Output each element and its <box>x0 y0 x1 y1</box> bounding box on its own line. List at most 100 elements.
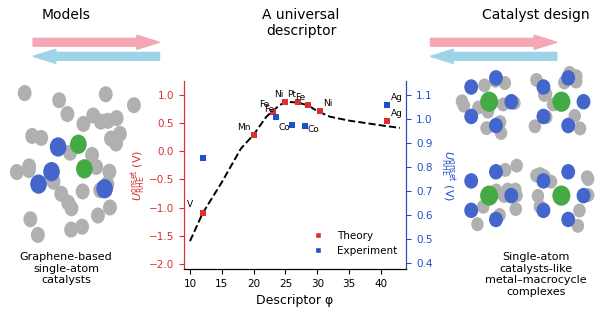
Circle shape <box>65 201 78 216</box>
Text: Fe: Fe <box>264 105 274 114</box>
Circle shape <box>64 145 76 160</box>
Circle shape <box>92 208 104 223</box>
Circle shape <box>31 175 46 193</box>
Circle shape <box>490 165 502 179</box>
Circle shape <box>537 80 550 94</box>
Circle shape <box>99 87 112 102</box>
Circle shape <box>571 75 582 88</box>
Circle shape <box>535 168 545 180</box>
Circle shape <box>481 122 492 134</box>
Circle shape <box>55 187 67 201</box>
Circle shape <box>500 164 510 176</box>
Circle shape <box>48 174 60 189</box>
Circle shape <box>110 136 122 151</box>
Text: Ni: Ni <box>324 99 333 108</box>
Circle shape <box>559 76 570 89</box>
Circle shape <box>494 209 505 221</box>
Circle shape <box>569 110 580 122</box>
Circle shape <box>505 95 518 109</box>
Text: Ag: Ag <box>391 109 402 118</box>
Circle shape <box>458 99 470 112</box>
Circle shape <box>87 108 99 123</box>
Circle shape <box>51 138 66 156</box>
Circle shape <box>564 67 575 79</box>
Circle shape <box>479 79 490 92</box>
Legend: Theory, Experiment: Theory, Experiment <box>303 227 401 260</box>
Circle shape <box>582 171 593 183</box>
Text: A universal
descriptor: A universal descriptor <box>262 8 340 38</box>
Circle shape <box>532 190 544 202</box>
Circle shape <box>24 212 37 227</box>
Circle shape <box>502 183 514 196</box>
Circle shape <box>110 111 123 126</box>
Circle shape <box>35 131 48 145</box>
Circle shape <box>77 117 90 131</box>
Circle shape <box>574 204 585 217</box>
Circle shape <box>32 228 44 242</box>
Text: Pt: Pt <box>287 90 296 99</box>
Circle shape <box>23 159 36 174</box>
Circle shape <box>76 184 89 199</box>
Circle shape <box>553 92 569 111</box>
Text: Fe: Fe <box>259 100 270 110</box>
Text: Single-atom
catalysts-like
metal–macrocycle
complexes: Single-atom catalysts-like metal–macrocy… <box>485 252 586 297</box>
Circle shape <box>541 111 552 123</box>
Circle shape <box>104 200 116 215</box>
Circle shape <box>553 186 569 205</box>
Text: $\it{U}$$^{\rm onset}_{\rm RHE}$ (V): $\it{U}$$^{\rm onset}_{\rm RHE}$ (V) <box>129 150 147 201</box>
Circle shape <box>547 98 559 111</box>
Circle shape <box>23 163 35 177</box>
Circle shape <box>531 74 542 86</box>
Circle shape <box>562 165 574 179</box>
Circle shape <box>535 200 545 213</box>
Circle shape <box>577 95 590 109</box>
Circle shape <box>62 195 75 210</box>
Circle shape <box>509 97 520 109</box>
Circle shape <box>537 110 550 124</box>
Circle shape <box>97 180 112 198</box>
Circle shape <box>489 187 500 200</box>
Text: Ag: Ag <box>391 93 402 102</box>
Text: $\it{U}$$^{\rm onset}_{\rm RHE}$ (V): $\it{U}$$^{\rm onset}_{\rm RHE}$ (V) <box>438 150 456 201</box>
Text: Co: Co <box>308 125 320 134</box>
Circle shape <box>465 80 477 94</box>
Circle shape <box>495 127 506 139</box>
Circle shape <box>537 174 550 188</box>
Circle shape <box>90 160 102 174</box>
Circle shape <box>490 213 502 227</box>
Circle shape <box>491 184 502 197</box>
Circle shape <box>11 165 23 179</box>
Circle shape <box>26 129 39 143</box>
Circle shape <box>76 160 92 178</box>
Text: Graphene-based
single-atom
catalysts: Graphene-based single-atom catalysts <box>20 252 113 285</box>
Text: Co: Co <box>278 123 290 132</box>
Circle shape <box>495 116 506 128</box>
Circle shape <box>573 220 583 232</box>
X-axis label: Descriptor φ: Descriptor φ <box>256 295 334 307</box>
Circle shape <box>482 105 494 118</box>
Circle shape <box>94 183 107 198</box>
Circle shape <box>128 98 140 112</box>
Circle shape <box>583 173 594 185</box>
Circle shape <box>583 189 594 201</box>
Circle shape <box>571 70 582 82</box>
Circle shape <box>498 190 510 202</box>
Text: Ni: Ni <box>274 90 284 99</box>
Circle shape <box>510 183 521 196</box>
Text: Mn: Mn <box>237 123 250 132</box>
Text: Models: Models <box>42 8 91 22</box>
Circle shape <box>511 189 522 202</box>
Circle shape <box>539 89 550 101</box>
Circle shape <box>498 98 509 111</box>
Circle shape <box>101 177 114 191</box>
Circle shape <box>499 77 510 89</box>
Circle shape <box>465 174 477 188</box>
Circle shape <box>478 201 489 213</box>
Circle shape <box>490 71 502 85</box>
Circle shape <box>53 93 66 108</box>
Circle shape <box>490 119 502 133</box>
Circle shape <box>531 169 542 182</box>
Circle shape <box>76 219 88 234</box>
Circle shape <box>456 95 468 108</box>
Text: Catalyst design: Catalyst design <box>482 8 589 22</box>
